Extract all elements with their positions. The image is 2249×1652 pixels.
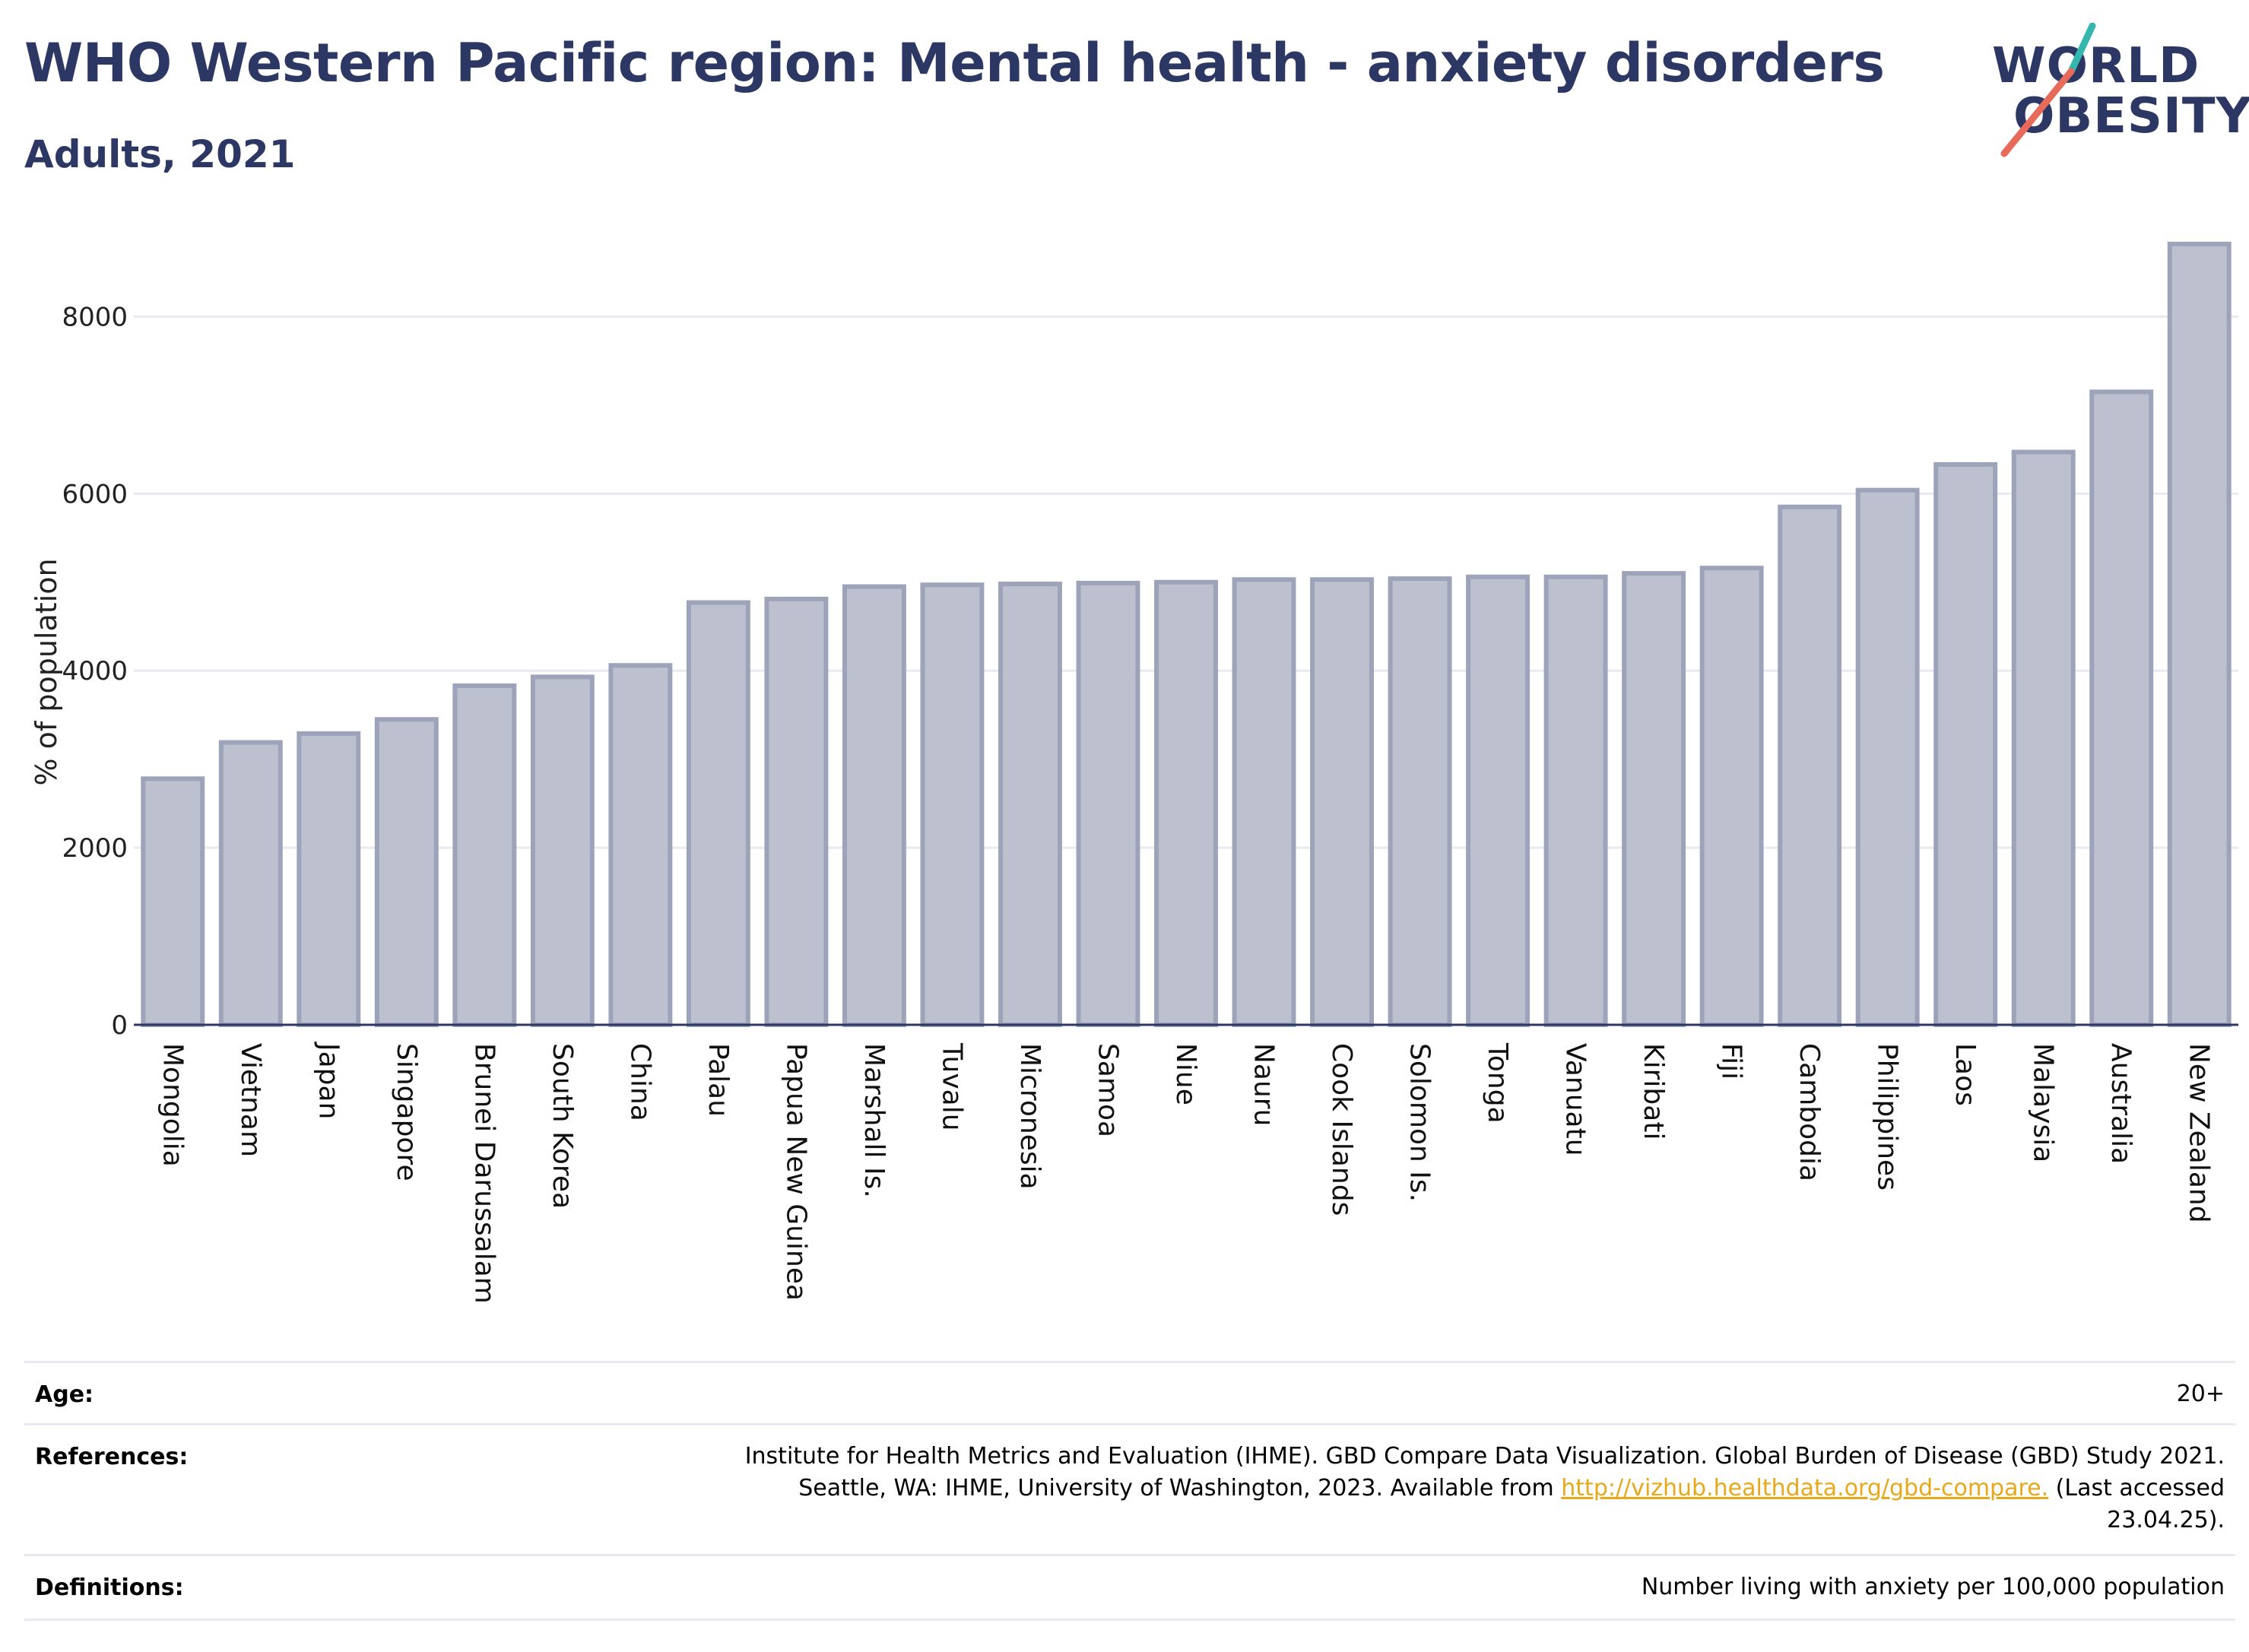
- footer-definitions-row: Definitions: Number living with anxiety …: [24, 1554, 2235, 1621]
- x-tick-label: Japan: [312, 1042, 344, 1119]
- bar: [1622, 571, 1686, 1027]
- x-tick-label: Tuvalu: [936, 1042, 967, 1131]
- bar: [2089, 389, 2154, 1027]
- bar: [1232, 577, 1296, 1027]
- x-tick-label: Tonga: [1482, 1042, 1513, 1124]
- bar: [998, 582, 1062, 1027]
- x-tick-label: Laos: [1949, 1043, 1981, 1106]
- chart-title: WHO Western Pacific region: Mental healt…: [24, 32, 1885, 94]
- x-tick-label: Vanuatu: [1560, 1043, 1591, 1156]
- x-tick-label: Malaysia: [2028, 1043, 2059, 1162]
- bar: [1543, 574, 1608, 1027]
- bar: [141, 776, 205, 1027]
- x-tick-label: Kiribati: [1638, 1043, 1669, 1140]
- y-tick-label: 0: [111, 1010, 128, 1041]
- y-axis-label: % of population: [30, 558, 63, 785]
- bar: [842, 584, 906, 1027]
- bar-chart: 0 2000 4000 6000 8000 % of population Mongolia…: [30, 241, 2238, 1304]
- bar: [1778, 504, 1842, 1027]
- y-tick-label: 6000: [62, 479, 128, 509]
- x-tick-label: Philippines: [1872, 1043, 1903, 1191]
- y-tick-label: 4000: [62, 656, 128, 686]
- bar: [1310, 577, 1374, 1027]
- bar: [452, 683, 517, 1027]
- x-tick-label: Mongolia: [157, 1043, 188, 1167]
- bar: [1466, 574, 1531, 1027]
- bar: [1699, 566, 1764, 1027]
- x-tick-label: Micronesia: [1014, 1043, 1045, 1190]
- x-tick-label: Vietnam: [235, 1043, 266, 1157]
- references-line-2-text: Seattle, WA: IHME, University of Washing…: [798, 1475, 1562, 1501]
- x-tick-label: Niue: [1170, 1043, 1201, 1105]
- x-tick-label: Solomon Is.: [1404, 1043, 1435, 1202]
- definitions-label: Definitions:: [35, 1574, 184, 1601]
- references-line-2-suffix: (Last accessed: [2048, 1475, 2225, 1501]
- bar: [1154, 579, 1218, 1027]
- logo-slash-icon: [2000, 23, 2096, 157]
- bar: [1933, 461, 1998, 1027]
- y-tick-label: 8000: [62, 302, 128, 332]
- bar: [218, 740, 283, 1027]
- definitions-value: Number living with anxiety per 100,000 p…: [1641, 1574, 2225, 1600]
- references-link[interactable]: http://vizhub.healthdata.org/gbd-compare…: [1561, 1475, 2049, 1501]
- footer-age-row: Age: 20+: [24, 1361, 2235, 1425]
- chart-subtitle: Adults, 2021: [24, 132, 296, 176]
- x-tick-label: Cook Islands: [1326, 1043, 1357, 1216]
- footer-references-row: References: Institute for Health Metrics…: [24, 1423, 2235, 1556]
- logo-line-1: WORLD: [1992, 38, 2200, 94]
- bar: [2167, 241, 2232, 1028]
- x-tick-label: Singapore: [391, 1043, 422, 1181]
- references-line-1: Institute for Health Metrics and Evaluat…: [744, 1443, 2225, 1470]
- x-tick-label: China: [624, 1043, 655, 1121]
- bar: [374, 717, 439, 1027]
- bar: [1388, 576, 1452, 1027]
- x-tick-label: Australia: [2105, 1043, 2136, 1164]
- references-line-2: Seattle, WA: IHME, University of Washing…: [745, 1473, 2225, 1505]
- x-tick-label: Palau: [703, 1043, 734, 1117]
- y-tick-label: 2000: [62, 833, 128, 864]
- bar: [764, 596, 829, 1027]
- references-label: References:: [35, 1444, 189, 1470]
- bar: [686, 600, 750, 1027]
- x-tick-label: Papua New Guinea: [780, 1043, 811, 1301]
- bar: [1855, 487, 1920, 1027]
- bar: [2011, 449, 2076, 1027]
- bar: [297, 731, 361, 1027]
- x-tick-label: Fiji: [1716, 1043, 1747, 1080]
- age-label: Age:: [35, 1381, 94, 1408]
- references-line-3: 23.04.25).: [2107, 1507, 2225, 1533]
- bar: [1076, 580, 1140, 1027]
- x-tick-label: Marshall Is.: [858, 1043, 890, 1198]
- bar: [608, 663, 673, 1027]
- x-tick-label: Brunei Darussalam: [468, 1043, 500, 1304]
- age-value: 20+: [2176, 1381, 2225, 1407]
- world-obesity-logo: WORLD OBESITY: [1992, 23, 2249, 160]
- x-tick-label: Nauru: [1248, 1043, 1280, 1126]
- bar: [530, 674, 595, 1028]
- x-tick-label: Cambodia: [1794, 1043, 1825, 1181]
- bar: [920, 582, 985, 1027]
- x-tick-label: Samoa: [1092, 1043, 1123, 1137]
- references-value: Institute for Health Metrics and Evaluat…: [745, 1441, 2225, 1536]
- x-tick-label: New Zealand: [2184, 1043, 2215, 1223]
- x-tick-label: South Korea: [547, 1043, 578, 1209]
